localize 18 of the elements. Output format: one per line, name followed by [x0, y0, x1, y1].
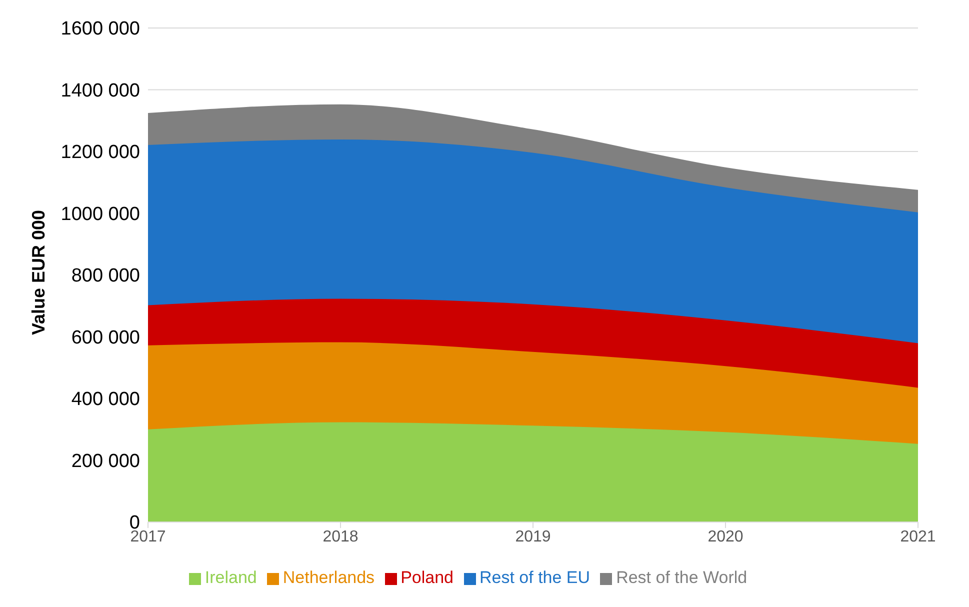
y-tick-label: 1200 000: [60, 142, 140, 164]
x-tick-label: 2019: [515, 528, 551, 546]
x-tick-label: 2018: [322, 528, 358, 546]
legend-label: Netherlands: [282, 568, 375, 587]
y-tick-label: 800 000: [71, 266, 140, 287]
legend-label: Poland: [400, 568, 454, 587]
y-tick-label: 200 000: [71, 450, 140, 472]
y-tick-label: 1000 000: [60, 204, 140, 225]
y-tick-label: 1600 000: [60, 18, 140, 40]
y-tick-label: 1400 000: [60, 80, 140, 102]
y-axis-title: Value EUR 000: [28, 210, 48, 335]
y-tick-label: 400 000: [71, 389, 140, 410]
legend-label: Ireland: [204, 568, 257, 587]
legend-label: Rest of the World: [616, 568, 748, 587]
legend-label: Rest of the EU: [480, 568, 590, 587]
y-tick-label: 600 000: [71, 327, 140, 348]
x-tick-label: 2021: [900, 528, 936, 546]
x-tick-label: 2020: [708, 528, 744, 546]
